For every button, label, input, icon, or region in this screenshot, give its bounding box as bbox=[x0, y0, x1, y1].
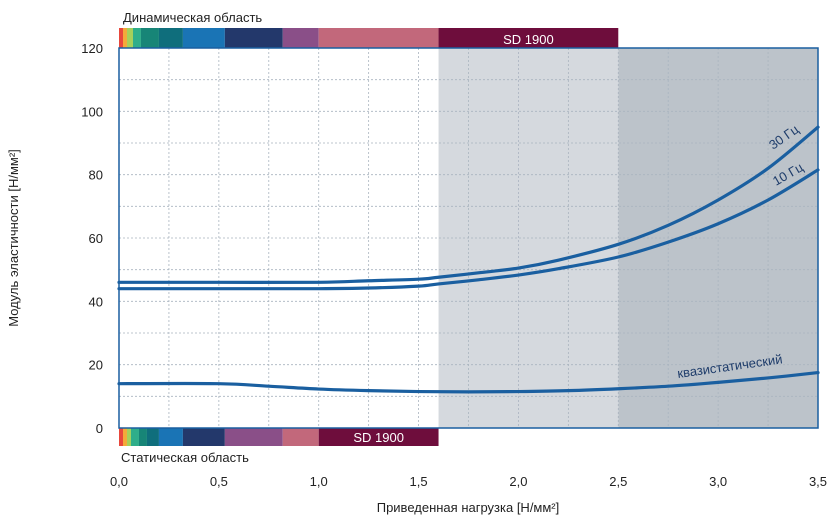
dynamic-band-segment-5 bbox=[158, 28, 183, 48]
plot-frame bbox=[118, 47, 819, 429]
static-region-label: Статическая область bbox=[121, 450, 249, 465]
series-line-0 bbox=[117, 125, 820, 285]
y-tick-label: 120 bbox=[81, 41, 103, 56]
dynamic-band-segment-9 bbox=[318, 28, 439, 48]
y-axis-label: Модуль эластичности [Н/мм²] bbox=[6, 149, 21, 327]
static-band-segment-5 bbox=[146, 428, 159, 446]
x-tick-label: 0,0 bbox=[110, 474, 128, 489]
dynamic-band-segment-0 bbox=[119, 28, 123, 48]
x-tick-label: 1,5 bbox=[410, 474, 428, 489]
x-tick-label: 3,5 bbox=[809, 474, 827, 489]
static-band-segment-7 bbox=[182, 428, 225, 446]
x-tick-label: 3,0 bbox=[709, 474, 727, 489]
x-axis-label: Приведенная нагрузка [Н/мм²] bbox=[377, 500, 560, 515]
x-tick-label: 1,0 bbox=[310, 474, 328, 489]
y-tick-label: 100 bbox=[81, 104, 103, 119]
series-line-2 bbox=[117, 370, 820, 394]
static-band-segment-2 bbox=[126, 428, 131, 446]
static-band-segment-1 bbox=[122, 428, 127, 446]
y-tick-label: 40 bbox=[89, 294, 103, 309]
dynamic-band-segment-6 bbox=[182, 28, 225, 48]
x-tick-label: 0,5 bbox=[210, 474, 228, 489]
bands: SD 1900 SD 1900 bbox=[119, 28, 619, 446]
dynamic-band-segment-4 bbox=[140, 28, 159, 48]
series-lines bbox=[117, 125, 820, 394]
static-band-segment-4 bbox=[138, 428, 147, 446]
static-band-segment-9 bbox=[282, 428, 319, 446]
y-tick-label: 0 bbox=[96, 421, 103, 436]
static-band-segment-8 bbox=[224, 428, 283, 446]
grid bbox=[119, 48, 818, 428]
x-tick-label: 2,5 bbox=[609, 474, 627, 489]
y-tick-label: 20 bbox=[89, 358, 103, 373]
static-band-segment-10 bbox=[318, 428, 439, 446]
static-band-segment-0 bbox=[119, 428, 123, 446]
y-tick-label: 60 bbox=[89, 231, 103, 246]
static-band-segment-6 bbox=[158, 428, 183, 446]
y-tick-label: 80 bbox=[89, 168, 103, 183]
static-band-segment-label: SD 1900 bbox=[353, 430, 404, 445]
dynamic-band-segment-8 bbox=[282, 28, 319, 48]
dynamic-band-segment-7 bbox=[224, 28, 283, 48]
static-band-segment-3 bbox=[130, 428, 139, 446]
dynamic-region-label: Динамическая область bbox=[123, 10, 262, 25]
dynamic-band-segment-1 bbox=[122, 28, 127, 48]
tick-labels: 0,0 0,5 1,0 1,5 2,0 2,5 3,0 3,5 0 20 40 60 80 100 120 bbox=[81, 41, 827, 489]
dynamic-band-segment-10 bbox=[438, 28, 619, 48]
dynamic-band-segment-label: SD 1900 bbox=[503, 32, 554, 47]
x-tick-label: 2,0 bbox=[509, 474, 527, 489]
dynamic-band-segment-2 bbox=[126, 28, 133, 48]
series-line-1 bbox=[117, 168, 820, 291]
dynamic-band-segment-3 bbox=[132, 28, 141, 48]
